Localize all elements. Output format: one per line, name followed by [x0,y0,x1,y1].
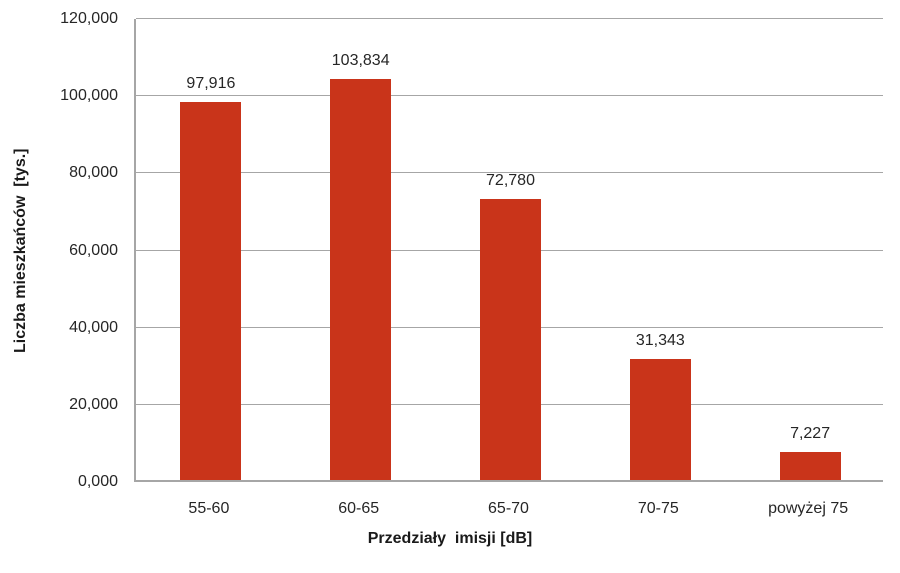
y-tick-label: 100,000 [60,87,118,105]
y-tick-label: 20,000 [69,395,118,413]
y-tick-label: 0,000 [77,473,118,490]
bar [330,79,392,480]
bar-value-label: 97,916 [186,75,236,93]
plot-area: 97,916 103,834 72,780 31,343 7,227 [134,18,883,482]
bar-value-label: 103,834 [331,52,390,70]
bar-value-label: 72,780 [486,172,535,190]
y-tick-label: 120,000 [60,10,118,27]
gridline [136,172,883,174]
category-label: 70-75 [637,500,679,517]
category-label: 65-70 [488,500,529,517]
y-tick-label: 80,000 [69,164,118,182]
bar [779,452,841,480]
category-label: powyżej 75 [768,500,849,517]
x-axis-title: Przedziały imisji [dB] [367,530,533,547]
bar [480,199,541,480]
bar [629,359,691,480]
y-tick-label: 60,000 [69,241,118,259]
gridline [136,95,883,97]
category-label: 55-60 [188,500,230,517]
category-label: 60-65 [338,500,380,517]
bar-value-label: 31,343 [635,332,685,350]
bar-value-label: 7,227 [790,425,831,443]
y-tick-label: 40,000 [69,318,118,336]
gridline [136,18,883,19]
bar [180,102,242,480]
